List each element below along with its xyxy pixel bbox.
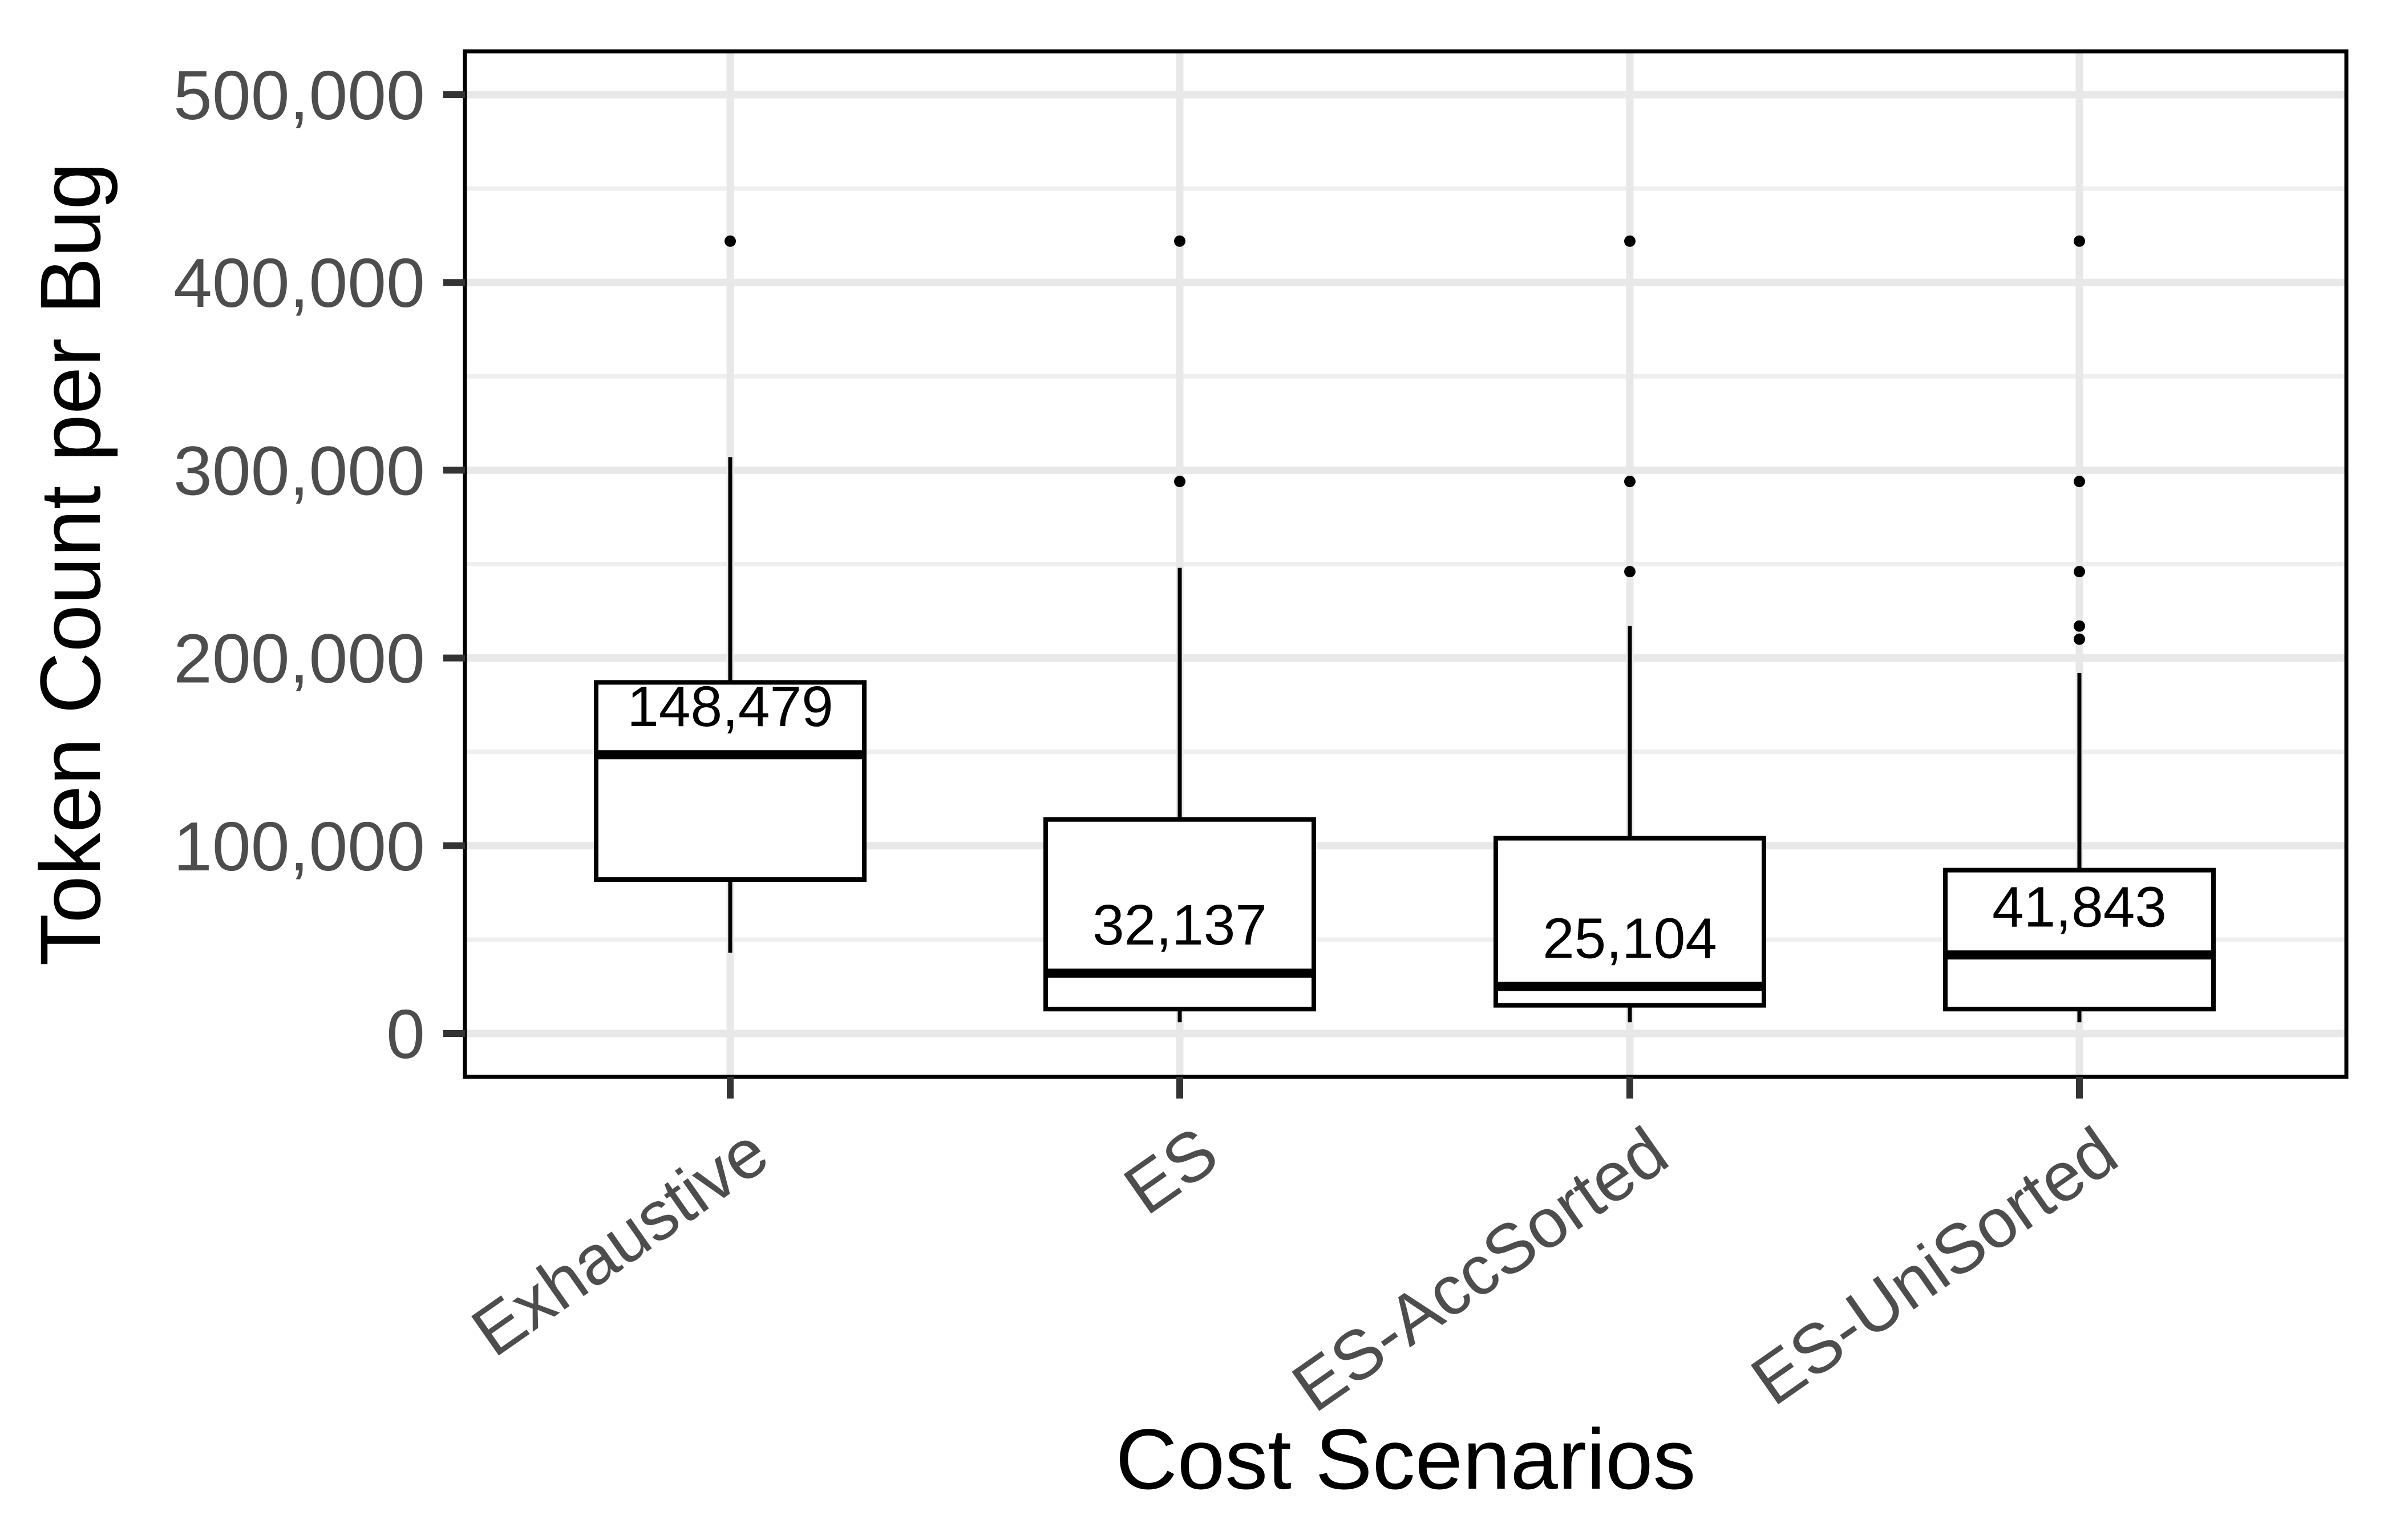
- outlier-dot-es: [1174, 235, 1185, 247]
- outlier-dot-es-unisorted: [2074, 633, 2085, 645]
- box-es-accsorted: [1494, 836, 1766, 1008]
- x-tick-label-exhaustive: Exhaustive: [458, 1112, 782, 1371]
- y-tick-label: 300,000: [173, 432, 425, 509]
- y-axis-title: Token Count per Bug: [22, 162, 118, 966]
- x-axis-title: Cost Scenarios: [1115, 1411, 1695, 1507]
- outlier-dot-exhaustive: [725, 235, 736, 247]
- outlier-dot-es-unisorted: [2074, 566, 2085, 578]
- y-tick-label: 100,000: [173, 808, 425, 885]
- y-tick-label: 400,000: [173, 244, 425, 322]
- outlier-dot-es-accsorted: [1624, 235, 1636, 247]
- outlier-dot-es-accsorted: [1624, 476, 1636, 488]
- outlier-dot-es: [1174, 476, 1185, 488]
- median-label-es: 32,137: [1092, 893, 1267, 957]
- x-tick-label-es: ES: [1111, 1112, 1231, 1229]
- y-tick-label: 500,000: [173, 56, 425, 134]
- median-label-es-accsorted: 25,104: [1543, 906, 1717, 970]
- outlier-dot-es-unisorted: [2074, 476, 2085, 488]
- outlier-dot-es-accsorted: [1624, 566, 1636, 578]
- x-tick-label-es-accsorted: ES-AccSorted: [1278, 1112, 1681, 1426]
- outlier-dot-es-unisorted: [2074, 620, 2085, 632]
- panel-border: [463, 49, 2349, 1079]
- median-label-exhaustive: 148,479: [627, 675, 833, 739]
- y-tick-label: 200,000: [173, 620, 425, 698]
- box-exhaustive: [594, 680, 867, 882]
- outlier-dot-es-unisorted: [2074, 235, 2085, 247]
- y-tick-label: 0: [386, 995, 425, 1073]
- x-tick-label-es-unisorted: ES-UniSorted: [1738, 1112, 2131, 1420]
- box-es-unisorted: [1943, 868, 2216, 1012]
- median-label-es-unisorted: 41,843: [1992, 875, 2167, 939]
